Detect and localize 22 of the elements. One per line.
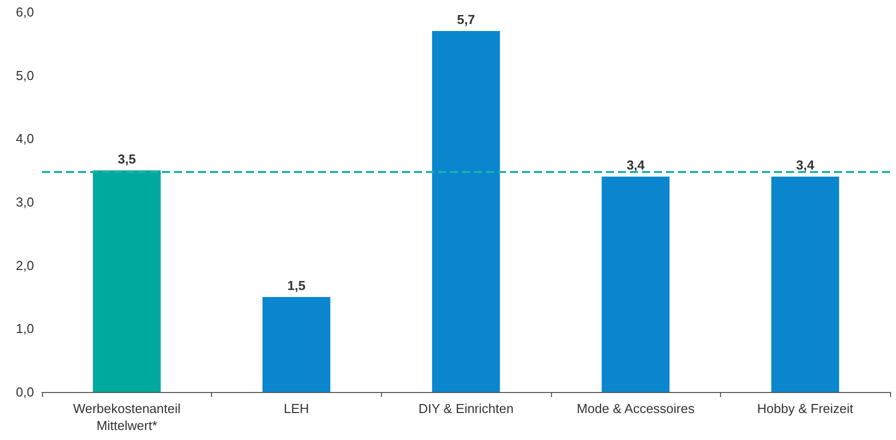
- data-label: 5,7: [456, 12, 476, 27]
- x-tick-label: Mode & Accessoires: [576, 401, 695, 416]
- x-tick-label: DIY & Einrichten: [418, 401, 514, 416]
- bar: [262, 297, 330, 392]
- y-tick-label: 3,0: [16, 194, 34, 210]
- y-tick-label: 0,0: [16, 384, 34, 400]
- data-label: 3,4: [626, 158, 646, 173]
- bar: [92, 170, 161, 392]
- y-tick-label: 1,0: [16, 321, 34, 336]
- y-tick-label: 2,0: [16, 258, 34, 273]
- data-label: 1,5: [287, 278, 306, 293]
- y-tick-label: 6,0: [16, 4, 34, 20]
- bar: [432, 31, 500, 392]
- y-tick-label: 4,0: [16, 131, 34, 146]
- data-label: 3,5: [118, 151, 136, 166]
- x-tick-label: Werbekostenanteil Mittelwert*: [73, 401, 181, 433]
- y-tick-label: 5,0: [16, 68, 34, 83]
- x-tick-label: Hobby & Freizeit: [757, 401, 854, 416]
- data-label: 3,4: [796, 158, 816, 173]
- bar: [771, 176, 840, 392]
- x-tick-label: LEH: [284, 401, 310, 416]
- bar: [602, 176, 670, 392]
